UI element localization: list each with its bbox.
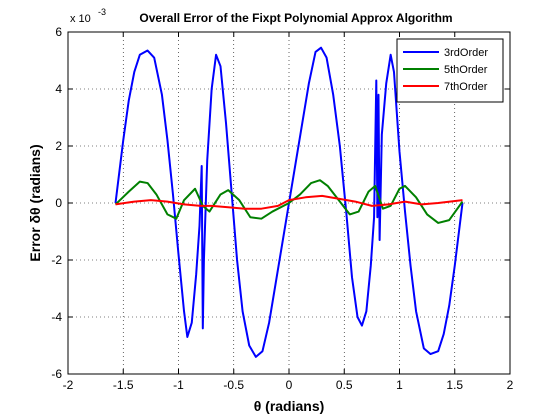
y-axis-label: Error δθ (radians)	[27, 144, 43, 261]
y-multiplier-exponent: -3	[98, 7, 106, 17]
x-axis-label: θ (radians)	[254, 398, 325, 414]
series-line	[114, 46, 464, 358]
y-multiplier: x 10	[70, 13, 91, 25]
legend-label: 3rdOrder	[444, 47, 488, 59]
y-tick-label: 0	[55, 196, 62, 210]
x-tick-label: -1.5	[113, 378, 134, 392]
x-tick-label: 2	[507, 378, 514, 392]
x-tick-label: -2	[63, 378, 74, 392]
y-tick-label: 2	[55, 139, 62, 153]
x-tick-label: 1.5	[446, 378, 463, 392]
x-tick-label: -1	[173, 378, 184, 392]
x-tick-label: 0	[286, 378, 293, 392]
x-tick-label: -0.5	[223, 378, 244, 392]
y-tick-label: -6	[51, 367, 62, 381]
x-tick-label: 1	[396, 378, 403, 392]
y-tick-label: 4	[55, 82, 62, 96]
chart-title: Overall Error of the Fixpt Polynomial Ap…	[139, 11, 452, 25]
x-tick-label: 0.5	[336, 378, 353, 392]
y-tick-label: -2	[51, 253, 62, 267]
series-line	[115, 194, 463, 210]
y-tick-label: -4	[51, 310, 62, 324]
legend-label: 7thOrder	[444, 81, 488, 93]
y-tick-label: 6	[55, 25, 62, 39]
legend-box	[396, 38, 504, 103]
axes-box	[67, 31, 511, 375]
legend-label: 5thOrder	[444, 64, 488, 76]
